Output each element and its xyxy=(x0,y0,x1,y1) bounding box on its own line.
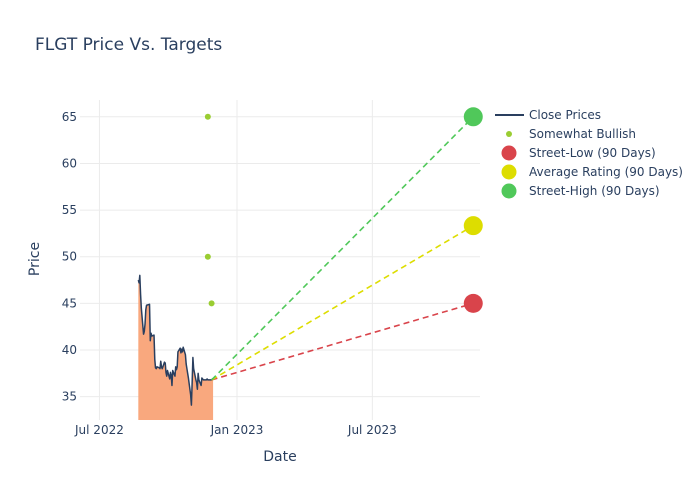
y-tick-label: 40 xyxy=(62,343,77,357)
target-marker xyxy=(463,107,483,127)
rating-point xyxy=(204,253,211,260)
y-tick-label: 65 xyxy=(62,110,77,124)
y-axis-label: Price xyxy=(27,242,43,276)
target-projection-line xyxy=(211,224,474,381)
legend-label: Average Rating (90 Days) xyxy=(529,165,683,179)
legend-label: Close Prices xyxy=(529,108,601,122)
x-axis-label: Date xyxy=(263,449,296,465)
legend-item[interactable]: Somewhat Bullish xyxy=(506,127,636,141)
plot-area xyxy=(137,107,483,420)
legend-marker-swatch xyxy=(501,145,517,161)
legend-dot-swatch xyxy=(506,131,512,137)
legend-item[interactable]: Street-Low (90 Days) xyxy=(501,145,656,161)
chart-title: FLGT Price Vs. Targets xyxy=(35,35,222,55)
target-marker xyxy=(463,216,483,236)
y-tick-label: 55 xyxy=(62,203,77,217)
legend-label: Street-Low (90 Days) xyxy=(529,146,656,160)
y-tick-label: 35 xyxy=(62,390,77,404)
y-tick-label: 45 xyxy=(62,296,77,310)
legend-item[interactable]: Close Prices xyxy=(495,108,601,122)
y-tick-label: 50 xyxy=(62,250,77,264)
legend-marker-swatch xyxy=(501,183,517,199)
target-projection-line xyxy=(211,116,474,381)
legend-item[interactable]: Street-High (90 Days) xyxy=(501,183,660,199)
x-tick-label: Jan 2023 xyxy=(210,423,264,437)
legend-label: Somewhat Bullish xyxy=(529,127,636,141)
legend-marker-swatch xyxy=(501,164,517,180)
axis-ticks: 35 40 45 50 55 60 65 Jul 2022 Jan 2023 Jul 2023 xyxy=(62,110,397,437)
legend-item[interactable]: Average Rating (90 Days) xyxy=(501,164,684,180)
target-projection-line xyxy=(211,302,474,381)
close-price-line xyxy=(137,274,214,406)
x-tick-label: Jul 2022 xyxy=(74,423,124,437)
legend-label: Street-High (90 Days) xyxy=(529,184,660,198)
target-marker xyxy=(463,293,483,313)
rating-point xyxy=(208,300,215,307)
rating-point xyxy=(204,113,211,120)
close-price-area xyxy=(138,275,214,420)
y-tick-label: 60 xyxy=(62,156,77,170)
legend[interactable]: Close Prices Somewhat Bullish Street-Low (… xyxy=(495,108,683,199)
x-tick-label: Jul 2023 xyxy=(347,423,397,437)
